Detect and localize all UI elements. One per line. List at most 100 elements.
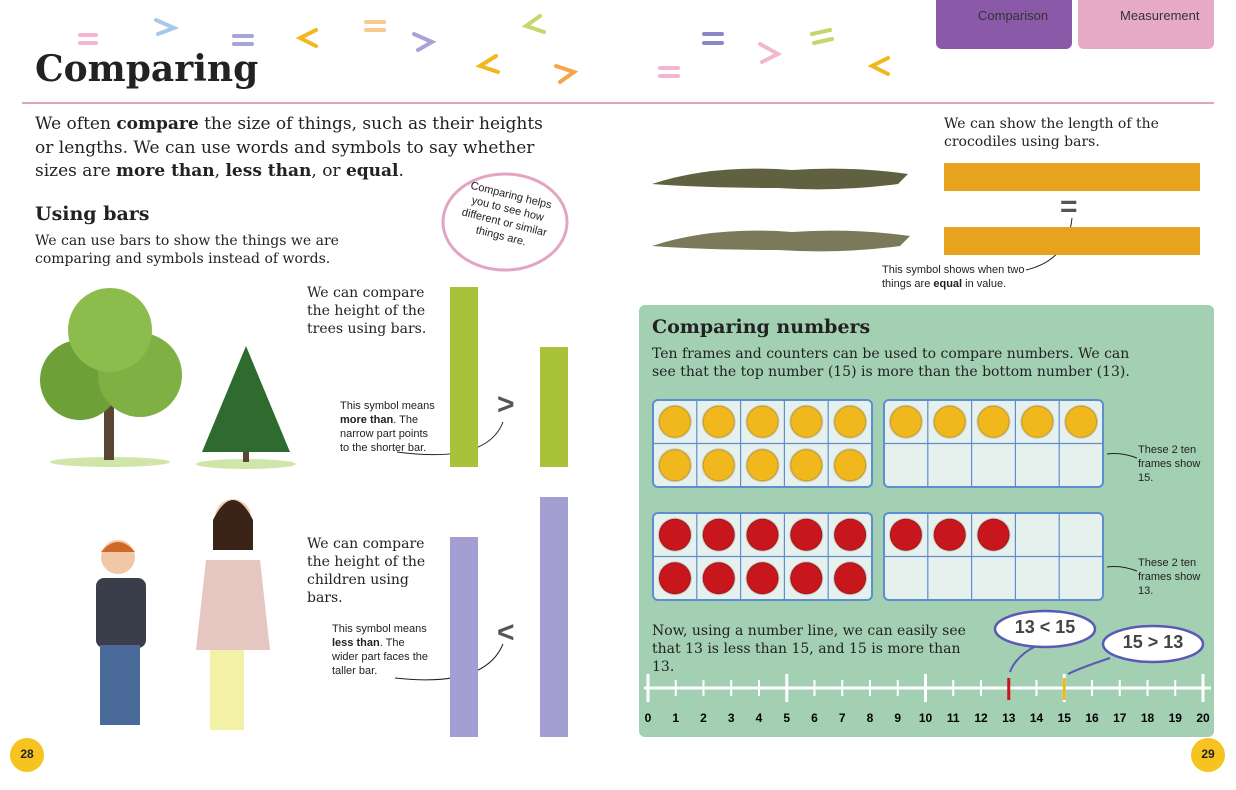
counter: [701, 517, 736, 552]
counter: [888, 404, 923, 439]
text: . The wider part faces the taller bar.: [332, 637, 428, 677]
callouts: [993, 609, 1205, 664]
text: We can show the length of the crocodiles…: [944, 116, 1159, 150]
note: These 2 ten frames show 15.: [1138, 444, 1201, 484]
tick-label: 0: [645, 711, 652, 725]
tab[interactable]: Measurement: [1078, 0, 1214, 49]
text: Now, using a number line, we can easily …: [652, 623, 966, 675]
tick-label: 5: [783, 711, 790, 725]
tick-label: 2: [700, 711, 707, 725]
text: This symbol means: [340, 400, 435, 412]
text: equal: [933, 278, 963, 290]
text: We often: [35, 114, 117, 134]
callout-text: 15 > 13: [1122, 632, 1184, 652]
counter: [745, 517, 780, 552]
counter: [701, 561, 736, 596]
counter: [789, 448, 824, 483]
text: Ten frames and counters can be used to c…: [652, 346, 1130, 380]
tick-label: 13: [1002, 711, 1016, 725]
text: This symbol means: [332, 623, 427, 635]
heading: Comparing numbers: [652, 316, 871, 338]
tick-label: 4: [756, 711, 763, 725]
counter: [745, 448, 780, 483]
text: more than: [116, 161, 215, 181]
heading: Using bars: [35, 203, 150, 225]
symbol: =: [1060, 190, 1078, 223]
text: equal: [345, 161, 399, 181]
bar: [944, 227, 1200, 255]
bar: [450, 287, 478, 467]
tick-label: 18: [1141, 711, 1155, 725]
counter: [1020, 404, 1055, 439]
tab-label: Comparison: [978, 8, 1049, 23]
counter: [789, 517, 824, 552]
text: .: [398, 161, 404, 181]
crocodile-picture: [652, 168, 910, 252]
callout-text: 13 < 15: [1014, 617, 1076, 637]
counter: [789, 561, 824, 596]
text: We can compare the height of the childre…: [307, 536, 426, 606]
counter: [833, 404, 868, 439]
tick-label: 11: [947, 711, 960, 725]
tab-label: Measurement: [1120, 8, 1200, 23]
counter: [745, 561, 780, 596]
counter: [932, 517, 967, 552]
tick-label: 14: [1030, 711, 1044, 725]
bar: [450, 537, 478, 737]
bar: [540, 347, 568, 467]
tab[interactable]: Comparison: [936, 0, 1072, 49]
tick-label: 12: [974, 711, 988, 725]
text: , or: [311, 161, 346, 181]
counter: [657, 448, 692, 483]
symbol: <: [497, 616, 515, 649]
text: We can compare the height of the trees u…: [307, 285, 427, 337]
counter: [833, 561, 868, 596]
note: This symbol shows when two things are eq…: [882, 263, 1042, 291]
children-picture: [96, 499, 270, 730]
counter: [976, 404, 1011, 439]
counter: [932, 404, 967, 439]
tick-label: 15: [1058, 711, 1072, 725]
text: more than: [340, 414, 394, 426]
page-badge: [1191, 738, 1225, 772]
symbol: >: [497, 388, 515, 421]
text: This symbol shows when two things are: [882, 264, 1025, 290]
counter: [657, 561, 692, 596]
text: the size of things, such as their height…: [35, 114, 543, 181]
counter: [789, 404, 824, 439]
counter: [701, 404, 736, 439]
text: less than: [225, 161, 312, 181]
bar: [944, 163, 1200, 191]
counter: [833, 448, 868, 483]
text: in value.: [962, 278, 1007, 290]
bar: [540, 497, 568, 737]
tick-label: 19: [1169, 711, 1183, 725]
page-number: 28: [20, 747, 34, 761]
counter: [1064, 404, 1099, 439]
page-badge: [10, 738, 44, 772]
tick-label: 3: [728, 711, 735, 725]
note: These 2 ten frames show 13.: [1138, 557, 1201, 597]
note: This symbol means more than. The narrow …: [340, 399, 440, 455]
text: less than: [332, 637, 380, 649]
text: compare: [116, 114, 199, 134]
tick-label: 9: [894, 711, 901, 725]
tick-label: 20: [1196, 711, 1210, 725]
counter: [657, 404, 692, 439]
tick-label: 7: [839, 711, 846, 725]
counter: [833, 517, 868, 552]
tick-label: 16: [1085, 711, 1099, 725]
tick-label: 1: [672, 711, 679, 725]
speech-bubble: [441, 172, 569, 272]
tick-label: 17: [1113, 711, 1127, 725]
counter: [745, 404, 780, 439]
note: This symbol means less than. The wider p…: [332, 622, 432, 678]
tick-label: 8: [867, 711, 874, 725]
page-number: 29: [1201, 747, 1215, 761]
text: We can use bars to show the things we ar…: [35, 233, 339, 267]
counter: [976, 517, 1011, 552]
counter: [888, 517, 923, 552]
tick-label: 6: [811, 711, 818, 725]
